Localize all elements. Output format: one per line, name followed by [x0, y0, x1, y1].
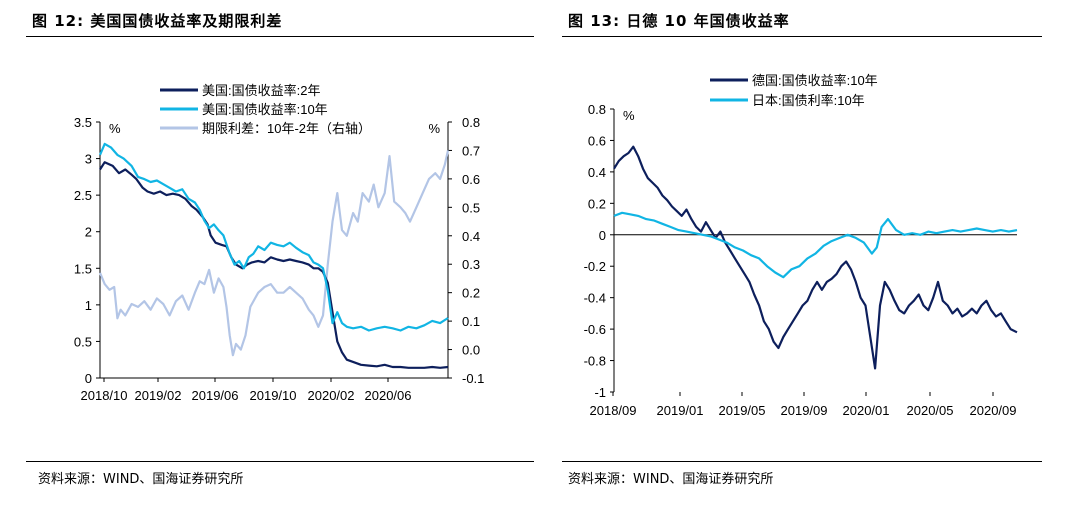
x-tick-label: 2020/02 [308, 388, 355, 403]
y-tick-label: 0.5 [74, 334, 92, 349]
y2-tick-label: 0.4 [462, 229, 480, 244]
y-tick-label: 3 [85, 152, 92, 167]
y-tick-label: 0 [85, 371, 92, 386]
y2-tick-label: 0.6 [462, 172, 480, 187]
x-tick-label: 2019/10 [250, 388, 297, 403]
right-footer-rule [562, 461, 1042, 462]
left-title-rule [26, 36, 534, 37]
x-tick-label: 2018/09 [590, 403, 637, 418]
series-line [99, 161, 449, 369]
legend-label: 德国:国债收益率:10年 [752, 73, 878, 88]
x-tick-label: 2020/05 [907, 403, 954, 418]
x-tick-label: 2020/09 [970, 403, 1017, 418]
y2-tick-label: 0.1 [462, 314, 480, 329]
y-tick-label: 0.4 [588, 165, 606, 180]
right-title-rule [562, 36, 1042, 37]
y-tick-label: 1 [85, 298, 92, 313]
right-panel-title: 图 13: 日德 10 年国债收益率 [568, 12, 790, 30]
left-source-note: 资料来源：WIND、国海证券研究所 [38, 472, 244, 487]
x-tick-label: 2019/09 [781, 403, 828, 418]
y-tick-label: -0.8 [584, 354, 606, 369]
y-tick-label: 0.6 [588, 133, 606, 148]
x-tick-label: 2018/10 [81, 388, 128, 403]
y2-tick-label: 0.3 [462, 257, 480, 272]
y-unit-label: % [623, 108, 635, 123]
y2-tick-label: 0.8 [462, 115, 480, 130]
y-tick-label: 0 [599, 228, 606, 243]
y-tick-label: 2.5 [74, 188, 92, 203]
x-tick-label: 2019/05 [719, 403, 766, 418]
y-tick-label: 0.8 [588, 102, 606, 117]
y2-tick-label: -0.1 [462, 371, 484, 386]
y2-tick-label: 0.5 [462, 200, 480, 215]
y-tick-label: 0.2 [588, 196, 606, 211]
y2-unit-label: % [428, 121, 440, 136]
legend-label: 期限利差：10年-2年（右轴） [202, 121, 371, 136]
y-tick-label: -0.2 [584, 259, 606, 274]
series-line [613, 211, 1018, 279]
y-tick-label: 3.5 [74, 115, 92, 130]
x-tick-label: 2019/01 [657, 403, 704, 418]
y-unit-label: % [109, 121, 121, 136]
right-source-note: 资料来源：WIND、国海证券研究所 [568, 472, 774, 487]
series-line [613, 145, 1018, 370]
left-footer-rule [26, 461, 534, 462]
legend-label: 美国:国债收益率:10年 [202, 102, 328, 117]
y-tick-label: -1 [594, 385, 606, 400]
legend-label: 美国:国债收益率:2年 [202, 83, 320, 98]
y2-tick-label: 0.2 [462, 286, 480, 301]
y-tick-label: -0.6 [584, 322, 606, 337]
x-tick-label: 2019/02 [135, 388, 182, 403]
series-line [98, 150, 450, 357]
series-line [98, 142, 449, 332]
x-tick-label: 2019/06 [192, 388, 239, 403]
x-tick-label: 2020/01 [843, 403, 890, 418]
y-tick-label: 1.5 [74, 261, 92, 276]
y-tick-label: -0.4 [584, 291, 606, 306]
legend-label: 日本:国债利率:10年 [752, 93, 865, 108]
x-tick-label: 2020/06 [365, 388, 412, 403]
y-tick-label: 2 [85, 225, 92, 240]
left-panel-title: 图 12: 美国国债收益率及期限利差 [32, 12, 283, 30]
y2-tick-label: 0.7 [462, 143, 480, 158]
y2-tick-label: 0.0 [462, 343, 480, 358]
